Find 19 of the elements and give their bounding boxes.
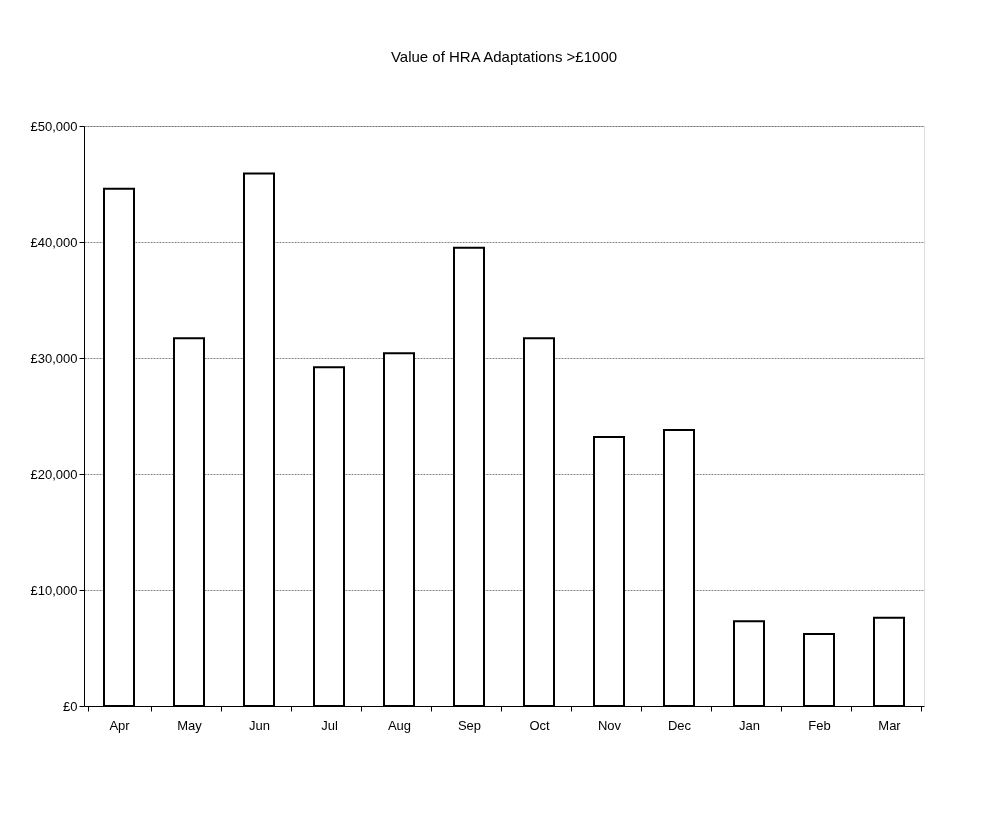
y-tick-label: £0 [63, 698, 78, 714]
x-tick-label: Sep [457, 717, 482, 733]
x-tick-label: Oct [529, 717, 550, 733]
x-tick-label: May [177, 717, 203, 733]
x-tick-label: Nov [597, 717, 622, 733]
y-tick-label: £10,000 [30, 582, 78, 598]
x-tick-label: Apr [109, 717, 131, 733]
x-tick-label: Feb [808, 717, 831, 733]
y-tick-label: £20,000 [30, 466, 78, 482]
chart-title: Value of HRA Adaptations >£1000 [390, 48, 618, 65]
x-tick-label: Mar [878, 717, 902, 733]
y-tick-label: £30,000 [30, 350, 78, 366]
x-tick-label: Jul [321, 717, 338, 733]
y-tick-label: £50,000 [30, 118, 78, 134]
x-tick-label: Dec [667, 717, 692, 733]
x-tick-label: Jun [249, 717, 270, 733]
x-tick-label: Jan [739, 717, 760, 733]
x-tick-label: Aug [387, 717, 412, 733]
y-tick-label: £40,000 [30, 234, 78, 250]
